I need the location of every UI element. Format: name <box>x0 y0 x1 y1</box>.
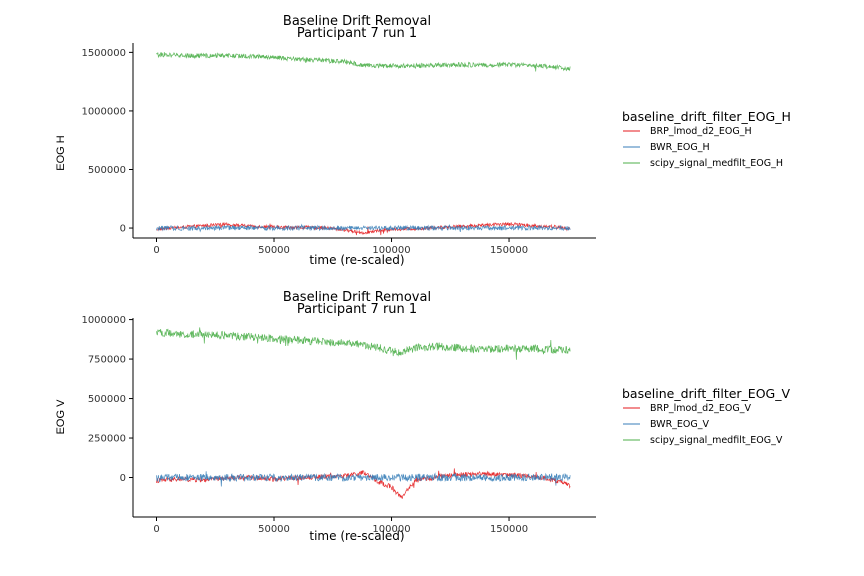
chart-title-line1: Baseline Drift Removal <box>283 290 431 305</box>
chart-title-line2: Participant 7 run 1 <box>297 302 417 317</box>
x-tick-label: 0 <box>153 245 159 256</box>
series-line-brp-lmod-d2-eog-v <box>156 468 571 499</box>
x-ticks: 0 50000 100000 150000 <box>153 517 528 535</box>
series-line-brp-lmod-d2-eog-h <box>156 221 571 236</box>
series-line-scipy-signal-medfilt-eog-h <box>156 52 571 72</box>
legend-item-label: scipy_signal_medfilt_EOG_H <box>650 158 783 169</box>
y-axis-label: EOG V <box>55 399 67 435</box>
x-tick-label: 150000 <box>490 245 528 256</box>
legend-title: baseline_drift_filter_EOG_V <box>622 386 790 401</box>
chart-title-line1: Baseline Drift Removal <box>283 14 431 29</box>
y-axis-label: EOG H <box>55 135 67 171</box>
legend-item-label: scipy_signal_medfilt_EOG_V <box>650 435 783 446</box>
x-axis-label: time (re-scaled) <box>309 529 404 543</box>
x-axis-label: time (re-scaled) <box>309 253 404 267</box>
legend-item-label: BWR_EOG_V <box>650 419 710 430</box>
legend: baseline_drift_filter_EOG_V BRP_lmod_d2_… <box>622 386 790 446</box>
chart-title-line2: Participant 7 run 1 <box>297 26 417 41</box>
y-ticks: 0 250000 500000 750000 1000000 <box>81 315 133 484</box>
plot-area <box>156 327 571 499</box>
x-ticks: 0 50000 100000 150000 <box>153 238 528 256</box>
legend-item-label: BRP_lmod_d2_EOG_V <box>650 403 751 414</box>
x-tick-label: 100000 <box>372 245 410 256</box>
x-tick-label: 50000 <box>258 245 290 256</box>
y-tick-label: 1500000 <box>81 48 126 59</box>
series-line-bwr-eog-v <box>156 471 571 487</box>
y-tick-label: 250000 <box>88 434 126 445</box>
x-tick-label: 100000 <box>372 524 410 535</box>
plot-area <box>156 52 571 236</box>
panel-eog-v: Baseline Drift Removal Participant 7 run… <box>55 290 790 543</box>
y-tick-label: 500000 <box>88 394 126 405</box>
legend-item-label: BWR_EOG_H <box>650 142 710 153</box>
x-tick-label: 150000 <box>490 524 528 535</box>
legend-title: baseline_drift_filter_EOG_H <box>622 109 791 124</box>
y-tick-label: 1000000 <box>81 106 126 117</box>
legend-item-label: BRP_lmod_d2_EOG_H <box>650 126 752 137</box>
legend: baseline_drift_filter_EOG_H BRP_lmod_d2_… <box>622 109 791 169</box>
y-tick-label: 500000 <box>88 165 126 176</box>
y-tick-label: 0 <box>120 473 126 484</box>
y-tick-label: 1000000 <box>81 315 126 326</box>
series-line-scipy-signal-medfilt-eog-v <box>156 327 571 360</box>
x-tick-label: 0 <box>153 524 159 535</box>
series-line-bwr-eog-h <box>156 223 571 233</box>
y-tick-label: 750000 <box>88 355 126 366</box>
y-tick-label: 0 <box>120 224 126 235</box>
panel-eog-h: Baseline Drift Removal Participant 7 run… <box>55 14 791 267</box>
x-tick-label: 50000 <box>258 524 290 535</box>
y-ticks: 0 500000 1000000 1500000 <box>81 48 133 235</box>
